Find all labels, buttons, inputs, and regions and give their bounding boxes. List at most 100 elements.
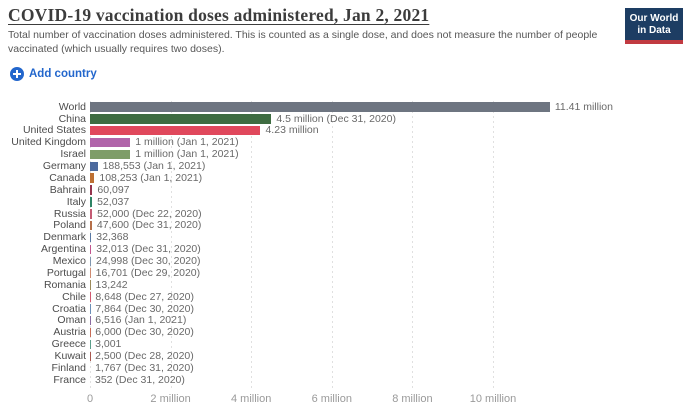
bar[interactable] bbox=[90, 173, 95, 183]
country-label[interactable]: Poland bbox=[53, 219, 86, 232]
bar-row-portugal: Portugal 16,701 (Dec 29, 2020) bbox=[0, 267, 690, 279]
plus-icon bbox=[10, 67, 24, 81]
x-axis-tick: 8 million bbox=[392, 393, 433, 405]
x-axis-tick: 2 million bbox=[150, 393, 191, 405]
owid-logo[interactable]: Our World in Data bbox=[625, 8, 683, 44]
bar-rows: World 11.41 million China 4.5 million (Dec … bbox=[0, 101, 690, 386]
x-axis-tick: 10 million bbox=[469, 393, 517, 405]
value-label: 60,097 bbox=[97, 183, 130, 196]
bar-row-chile: Chile 8,648 (Dec 27, 2020) bbox=[0, 291, 690, 303]
bar-row-greece: Greece 3,001 bbox=[0, 339, 690, 351]
value-label: 32,368 bbox=[96, 231, 129, 244]
country-label[interactable]: Italy bbox=[66, 195, 86, 208]
value-label: 4.5 million (Dec 31, 2020) bbox=[276, 112, 396, 125]
bar[interactable] bbox=[90, 209, 93, 219]
country-label[interactable]: Romania bbox=[43, 278, 86, 291]
country-label[interactable]: Bahrain bbox=[49, 183, 86, 196]
country-label[interactable]: Croatia bbox=[52, 302, 86, 315]
bar[interactable] bbox=[90, 137, 131, 148]
bar[interactable] bbox=[90, 220, 92, 231]
value-label: 1 million (Jan 1, 2021) bbox=[135, 136, 239, 149]
value-label: 2,500 (Dec 28, 2020) bbox=[95, 350, 194, 363]
add-country-label: Add country bbox=[29, 68, 97, 80]
country-label[interactable]: Kuwait bbox=[54, 350, 86, 363]
bar-row-germany: Germany 188,553 (Jan 1, 2021) bbox=[0, 160, 690, 172]
value-label: 52,000 (Dec 22, 2020) bbox=[97, 207, 202, 220]
country-label[interactable]: Finland bbox=[51, 361, 86, 374]
bar-row-austria: Austria 6,000 (Dec 30, 2020) bbox=[0, 327, 690, 339]
value-label: 4.23 million bbox=[265, 124, 319, 137]
country-label[interactable]: Germany bbox=[42, 160, 86, 173]
bar-row-canada: Canada 108,253 (Jan 1, 2021) bbox=[0, 172, 690, 184]
bar-row-israel: Israel 1 million (Jan 1, 2021) bbox=[0, 149, 690, 161]
country-label[interactable]: Portugal bbox=[46, 266, 86, 279]
bar[interactable] bbox=[90, 185, 93, 195]
bar-row-world: World 11.41 million bbox=[0, 101, 690, 113]
bar-row-finland: Finland 1,767 (Dec 31, 2020) bbox=[0, 362, 690, 374]
bar-row-croatia: Croatia 7,864 (Dec 30, 2020) bbox=[0, 303, 690, 315]
value-label: 24,998 (Dec 30, 2020) bbox=[96, 255, 201, 268]
value-label: 6,000 (Dec 30, 2020) bbox=[95, 326, 194, 339]
value-label: 188,553 (Jan 1, 2021) bbox=[102, 160, 206, 173]
bar-row-denmark: Denmark 32,368 bbox=[0, 232, 690, 244]
x-axis-tick: 0 bbox=[86, 393, 94, 405]
value-label: 13,242 bbox=[95, 278, 128, 291]
country-label[interactable]: Austria bbox=[53, 326, 86, 339]
bar[interactable] bbox=[90, 256, 91, 267]
x-axis: 0 2 million 4 million 6 million 8 million 10 … bbox=[0, 390, 690, 408]
country-label[interactable]: Argentina bbox=[41, 243, 86, 256]
bar-row-romania: Romania 13,242 bbox=[0, 279, 690, 291]
value-label: 52,037 bbox=[97, 195, 130, 208]
bar-row-russia: Russia 52,000 (Dec 22, 2020) bbox=[0, 208, 690, 220]
x-axis-tick: 4 million bbox=[231, 393, 272, 405]
chart-subtitle: Total number of vaccination doses admini… bbox=[8, 29, 598, 55]
value-label: 1 million (Jan 1, 2021) bbox=[135, 148, 239, 161]
country-label[interactable]: Oman bbox=[57, 314, 86, 327]
bar-row-kuwait: Kuwait 2,500 (Dec 28, 2020) bbox=[0, 350, 690, 362]
country-label[interactable]: Mexico bbox=[52, 255, 86, 268]
value-label: 352 (Dec 31, 2020) bbox=[95, 373, 185, 386]
add-country-button[interactable]: Add country bbox=[10, 67, 97, 81]
bar[interactable] bbox=[90, 197, 93, 207]
bar-row-china: China 4.5 million (Dec 31, 2020) bbox=[0, 113, 690, 125]
country-label[interactable]: United States bbox=[22, 124, 86, 137]
bar-row-france: France 352 (Dec 31, 2020) bbox=[0, 374, 690, 386]
country-label[interactable]: Chile bbox=[62, 290, 86, 303]
bar[interactable] bbox=[90, 149, 131, 160]
bar-chart: World 11.41 million China 4.5 million (Dec … bbox=[0, 101, 690, 405]
bar[interactable] bbox=[90, 280, 91, 290]
country-label[interactable]: World bbox=[58, 100, 86, 113]
x-axis-tick: 6 million bbox=[311, 393, 352, 405]
bar[interactable] bbox=[90, 268, 91, 278]
value-label: 6,516 (Jan 1, 2021) bbox=[95, 314, 187, 327]
bar[interactable] bbox=[90, 161, 98, 172]
country-label[interactable]: Greece bbox=[51, 338, 86, 351]
bar-row-mexico: Mexico 24,998 (Dec 30, 2020) bbox=[0, 255, 690, 267]
bar[interactable] bbox=[90, 102, 550, 112]
page-title: COVID-19 vaccination doses administered,… bbox=[8, 5, 430, 25]
country-label[interactable]: China bbox=[58, 112, 86, 125]
value-label: 16,701 (Dec 29, 2020) bbox=[95, 266, 201, 279]
value-label: 1,767 (Dec 31, 2020) bbox=[95, 361, 194, 374]
value-label: 3,001 bbox=[95, 338, 122, 351]
value-label: 7,864 (Dec 30, 2020) bbox=[95, 302, 194, 315]
country-label[interactable]: Israel bbox=[60, 148, 86, 161]
bar[interactable] bbox=[90, 125, 261, 136]
bar[interactable] bbox=[90, 114, 272, 124]
bar[interactable] bbox=[90, 244, 92, 255]
bar-row-oman: Oman 6,516 (Jan 1, 2021) bbox=[0, 315, 690, 327]
country-label[interactable]: Canada bbox=[49, 171, 86, 184]
country-label[interactable]: United Kingdom bbox=[11, 136, 86, 149]
value-label: 32,013 (Dec 31, 2020) bbox=[96, 243, 201, 256]
bar-row-italy: Italy 52,037 bbox=[0, 196, 690, 208]
owid-logo-line2: in Data bbox=[637, 25, 671, 36]
value-label: 108,253 (Jan 1, 2021) bbox=[99, 171, 203, 184]
country-label[interactable]: Russia bbox=[53, 207, 86, 220]
country-label[interactable]: Denmark bbox=[43, 231, 86, 244]
country-label[interactable]: France bbox=[53, 373, 86, 386]
value-label: 47,600 (Dec 31, 2020) bbox=[96, 219, 202, 232]
bar-row-united-states: United States 4.23 million bbox=[0, 125, 690, 137]
value-label: 11.41 million bbox=[554, 100, 613, 113]
bar[interactable] bbox=[90, 232, 92, 243]
